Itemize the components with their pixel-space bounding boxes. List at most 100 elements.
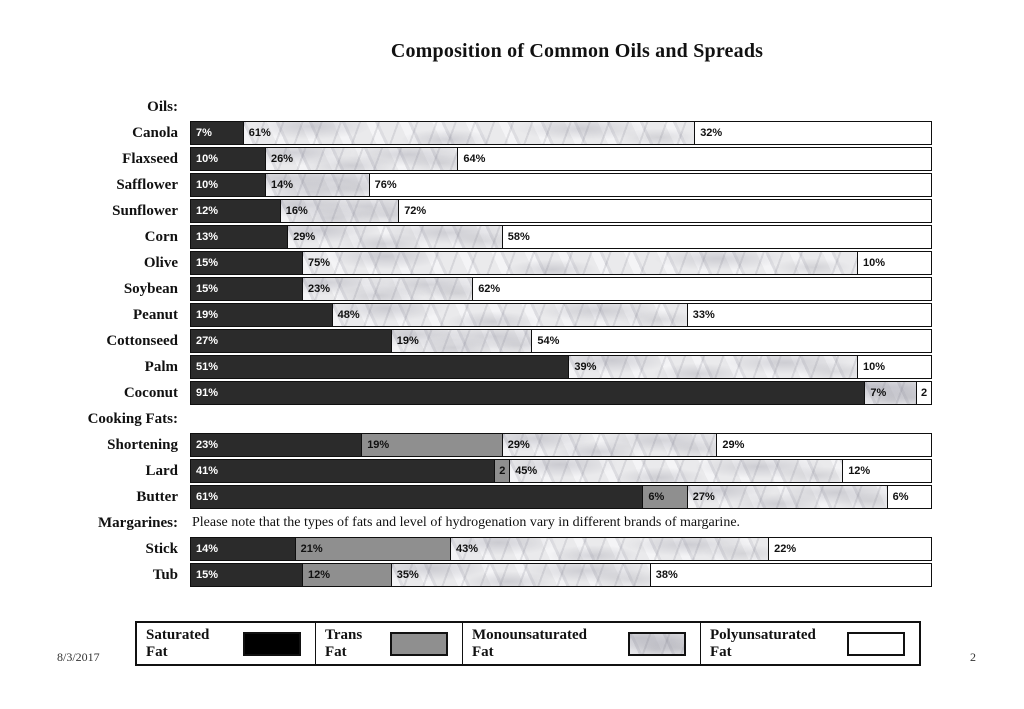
- legend-label: Polyunsaturated Fat: [710, 627, 816, 660]
- mono-segment: 61%: [242, 122, 695, 144]
- poly-segment: 38%: [649, 564, 931, 586]
- saturated-segment: 10%: [191, 148, 265, 170]
- footer-date: 8/3/2017: [57, 650, 100, 664]
- mono-segment: 29%: [501, 434, 717, 456]
- mono-segment: 43%: [449, 538, 769, 560]
- bar-row: Shortening 23% 19% 29% 29%: [0, 433, 1024, 457]
- stacked-bar: 19% 48% 33%: [190, 303, 932, 327]
- bar-row: Soybean 15% 23% 62%: [0, 277, 1024, 301]
- poly-segment: 58%: [501, 226, 931, 248]
- stacked-bar: 10% 14% 76%: [190, 173, 932, 197]
- saturated-segment: 13%: [191, 226, 288, 248]
- mono-segment: 14%: [265, 174, 369, 196]
- category-label: Olive: [143, 255, 178, 271]
- bar-row: Sunflower 12% 16% 72%: [0, 199, 1024, 223]
- legend-label-line2: Fat: [472, 643, 494, 660]
- saturated-segment: 27%: [191, 330, 391, 352]
- stacked-bar: 14% 21% 43% 22%: [190, 537, 932, 561]
- bar-row: Butter 61% 6% 27% 6%: [0, 485, 1024, 509]
- mono-segment: 48%: [331, 304, 687, 326]
- legend-label: Saturated Fat: [146, 627, 209, 660]
- category-label: Palm: [144, 359, 178, 375]
- poly-segment: 76%: [368, 174, 931, 196]
- legend-item-polyunsaturated-fat: Polyunsaturated Fat: [700, 623, 919, 664]
- legend-item-saturated-fat: Saturated Fat: [137, 623, 315, 664]
- saturated-segment: 15%: [191, 278, 302, 300]
- bar-row: Cottonseed 27% 19% 54%: [0, 329, 1024, 353]
- bar-row: Peanut 19% 48% 33%: [0, 303, 1024, 327]
- stacked-bar: 15% 23% 62%: [190, 277, 932, 301]
- title-area: Composition of Common Oils and Spreads: [0, 0, 1024, 63]
- legend-item-trans-fat: Trans Fat: [315, 623, 462, 664]
- trans-segment: 21%: [294, 538, 450, 560]
- bar-row: Tub 15% 12% 35% 38%: [0, 563, 1024, 587]
- saturated-segment: 14%: [191, 538, 295, 560]
- saturated-segment: 51%: [191, 356, 569, 378]
- poly-segment: 29%: [716, 434, 931, 456]
- mono-segment: 19%: [390, 330, 532, 352]
- mono-segment: 26%: [265, 148, 458, 170]
- section-label: Margarines:: [98, 515, 178, 531]
- category-label: Butter: [136, 489, 178, 505]
- category-label: Flaxseed: [122, 151, 178, 167]
- stacked-bar: 10% 26% 64%: [190, 147, 932, 171]
- section-label: Oils:: [147, 99, 178, 115]
- legend-label: Monounsaturated Fat: [472, 627, 587, 660]
- bar-row: Canola 7% 61% 32%: [0, 121, 1024, 145]
- stacked-bar: 23% 19% 29% 29%: [190, 433, 932, 457]
- trans-segment: 19%: [361, 434, 502, 456]
- legend-label: Trans Fat: [325, 627, 362, 660]
- legend-label-line2: Fat: [710, 643, 732, 660]
- bar-row: Corn 13% 29% 58%: [0, 225, 1024, 249]
- saturated-segment: 91%: [191, 382, 865, 404]
- stacked-bar: 13% 29% 58%: [190, 225, 932, 249]
- section-header-row: Margarines: Please note that the types of…: [0, 511, 1024, 535]
- bar-row: Lard 41% 2 45% 12%: [0, 459, 1024, 483]
- category-label: Soybean: [123, 281, 178, 297]
- saturated-segment: 7%: [191, 122, 243, 144]
- category-label: Tub: [152, 567, 178, 583]
- poly-segment: 54%: [531, 330, 931, 352]
- legend-label-line1: Trans: [325, 627, 363, 643]
- stacked-bar-chart: Oils: Canola 7% 61% 32% Flaxseed 10% 26% 64% Saff…: [0, 95, 1024, 587]
- category-label: Safflower: [116, 177, 178, 193]
- bar-row: Safflower 10% 14% 76%: [0, 173, 1024, 197]
- saturated-segment: 12%: [191, 200, 280, 222]
- mono-segment: 75%: [302, 252, 857, 274]
- mono-segment: 27%: [686, 486, 887, 508]
- legend-label-line1: Saturated: [146, 627, 210, 643]
- stacked-bar: 15% 75% 10%: [190, 251, 932, 275]
- legend-label-line2: Fat: [146, 643, 168, 660]
- stacked-bar: 27% 19% 54%: [190, 329, 932, 353]
- stacked-bar: 51% 39% 10%: [190, 355, 932, 379]
- saturated-segment: 61%: [191, 486, 643, 508]
- category-label: Shortening: [107, 437, 178, 453]
- category-label: Corn: [144, 229, 178, 245]
- legend: Saturated Fat Trans Fat Monounsaturated …: [135, 621, 921, 666]
- poly-segment: 6%: [886, 486, 931, 508]
- poly-segment: 33%: [686, 304, 931, 326]
- trans-segment: 12%: [302, 564, 391, 586]
- section-label: Cooking Fats:: [87, 411, 178, 427]
- bar-row: Stick 14% 21% 43% 22%: [0, 537, 1024, 561]
- mono-segment: 39%: [568, 356, 857, 378]
- bar-row: Palm 51% 39% 10%: [0, 355, 1024, 379]
- stacked-bar: 15% 12% 35% 38%: [190, 563, 932, 587]
- section-header-row: Oils:: [0, 95, 1024, 119]
- page-number: 2: [970, 650, 976, 664]
- polyunsaturated-fat-swatch: [847, 631, 905, 656]
- stacked-bar: 41% 2 45% 12%: [190, 459, 932, 483]
- mono-segment: 16%: [279, 200, 399, 222]
- trans-fat-swatch: [390, 631, 448, 656]
- stacked-bar: 91% 7% 2: [190, 381, 932, 405]
- saturated-fat-swatch: [243, 631, 301, 656]
- monounsaturated-fat-swatch: [628, 631, 686, 656]
- poly-segment: 62%: [472, 278, 931, 300]
- bar-row: Coconut 91% 7% 2: [0, 381, 1024, 405]
- section-header-row: Cooking Fats:: [0, 407, 1024, 431]
- poly-segment: 32%: [694, 122, 931, 144]
- mono-segment: 7%: [864, 382, 917, 404]
- chart-title: Composition of Common Oils and Spreads: [390, 40, 764, 62]
- poly-segment: 72%: [398, 200, 931, 222]
- stacked-bar: 12% 16% 72%: [190, 199, 932, 223]
